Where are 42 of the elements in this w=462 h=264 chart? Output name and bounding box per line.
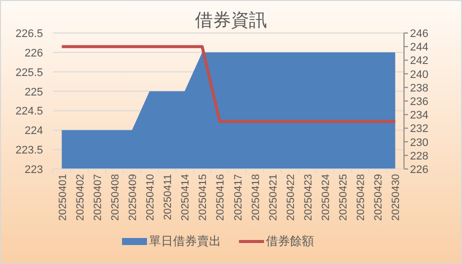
y-tick-label: 225.5	[15, 66, 43, 79]
y2-tick-label: 246	[410, 28, 428, 40]
x-tick-label: 20250402	[74, 174, 86, 221]
y2-tick-label: 238	[410, 82, 428, 94]
chart-title: 借券資訊	[195, 10, 267, 30]
x-tick-label: 20250421	[267, 174, 280, 221]
x-tick-label: 20250424	[320, 174, 332, 221]
y2-tick-label: 226	[410, 164, 428, 176]
y-tick-label: 223	[24, 164, 43, 176]
legend-label: 借券餘額	[266, 234, 314, 248]
x-tick-label: 20250418	[250, 174, 262, 221]
x-tick-label: 20250414	[180, 174, 192, 221]
legend-label: 單日借券賣出	[149, 234, 221, 248]
x-tick-label: 20250409	[126, 174, 139, 221]
y2-tick-label: 228	[410, 150, 428, 162]
y-tick-label: 225	[24, 86, 43, 98]
y2-tick-label: 240	[410, 68, 428, 81]
y2-tick-label: 236	[410, 96, 428, 108]
y2-tick-label: 242	[410, 55, 428, 68]
x-tick-label: 20250411	[162, 174, 174, 220]
y-tick-label: 226.5	[15, 28, 43, 40]
y2-tick-label: 244	[410, 42, 428, 54]
y2-tick-label: 230	[410, 136, 428, 149]
x-tick-label: 20250430	[390, 174, 402, 221]
x-tick-label: 20250407	[92, 174, 104, 221]
x-tick-label: 20250422	[284, 174, 297, 221]
x-tick-label: 20250401	[56, 174, 69, 221]
y-tick-label: 224.5	[15, 106, 43, 118]
x-tick-label: 20250417	[232, 174, 244, 221]
x-tick-label: 20250416	[214, 174, 227, 221]
x-tick-label: 20250408	[109, 174, 122, 221]
x-tick-label: 20250429	[372, 174, 385, 221]
y-tick-label: 223.5	[15, 144, 43, 157]
x-tick-label: 20250415	[197, 174, 210, 221]
x-tick-label: 20250425	[338, 174, 350, 221]
y2-tick-label: 232	[410, 123, 428, 136]
x-tick-label: 20250423	[302, 174, 314, 221]
x-tick-label: 20250428	[355, 174, 368, 221]
y-tick-label: 226	[24, 47, 43, 60]
y-tick-label: 224	[24, 125, 43, 138]
y2-tick-label: 234	[410, 110, 428, 122]
x-tick-label: 20250410	[144, 174, 157, 221]
